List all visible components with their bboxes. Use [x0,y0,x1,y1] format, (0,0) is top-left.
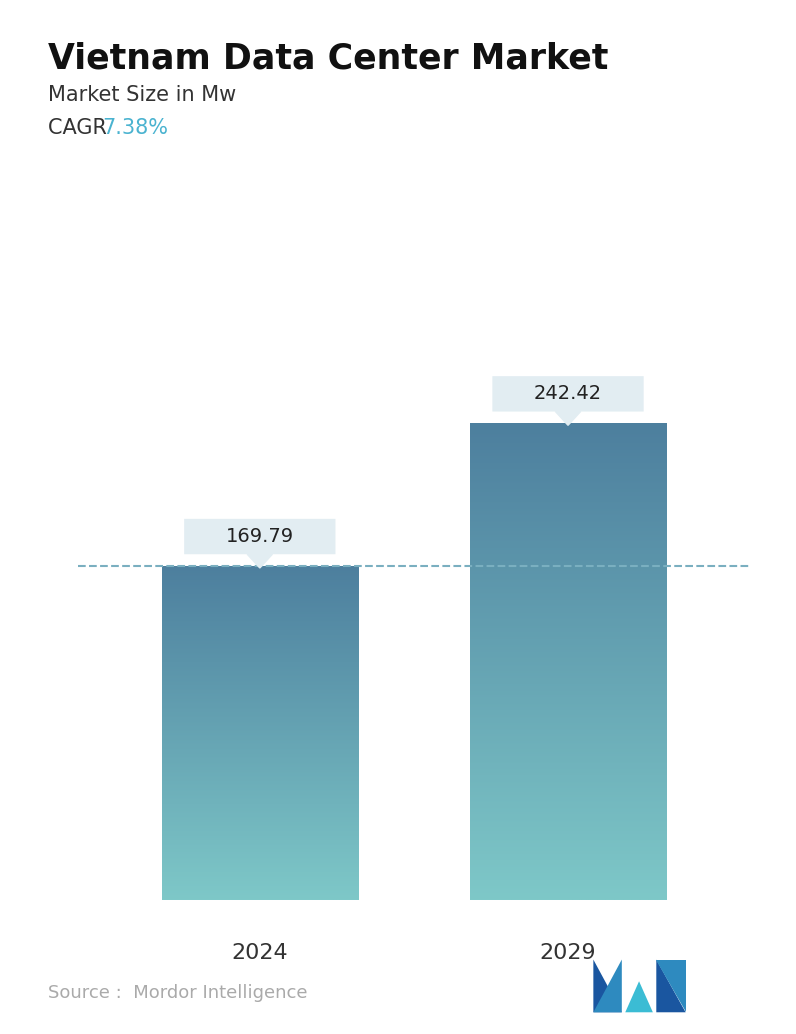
Text: 242.42: 242.42 [534,385,602,403]
Text: 2024: 2024 [232,943,288,963]
Polygon shape [556,412,580,425]
Text: 169.79: 169.79 [226,527,294,546]
Text: Vietnam Data Center Market: Vietnam Data Center Market [48,41,608,75]
Polygon shape [656,960,685,1012]
Polygon shape [593,960,622,1012]
FancyBboxPatch shape [184,519,335,554]
Polygon shape [248,554,272,568]
FancyBboxPatch shape [493,376,644,412]
Text: Source :  Mordor Intelligence: Source : Mordor Intelligence [48,983,307,1002]
Text: 7.38%: 7.38% [102,118,168,138]
Polygon shape [593,960,622,1012]
Text: CAGR: CAGR [48,118,113,138]
Text: Market Size in Mw: Market Size in Mw [48,85,236,104]
Text: 2029: 2029 [540,943,596,963]
Polygon shape [656,960,685,1012]
Polygon shape [625,981,653,1012]
